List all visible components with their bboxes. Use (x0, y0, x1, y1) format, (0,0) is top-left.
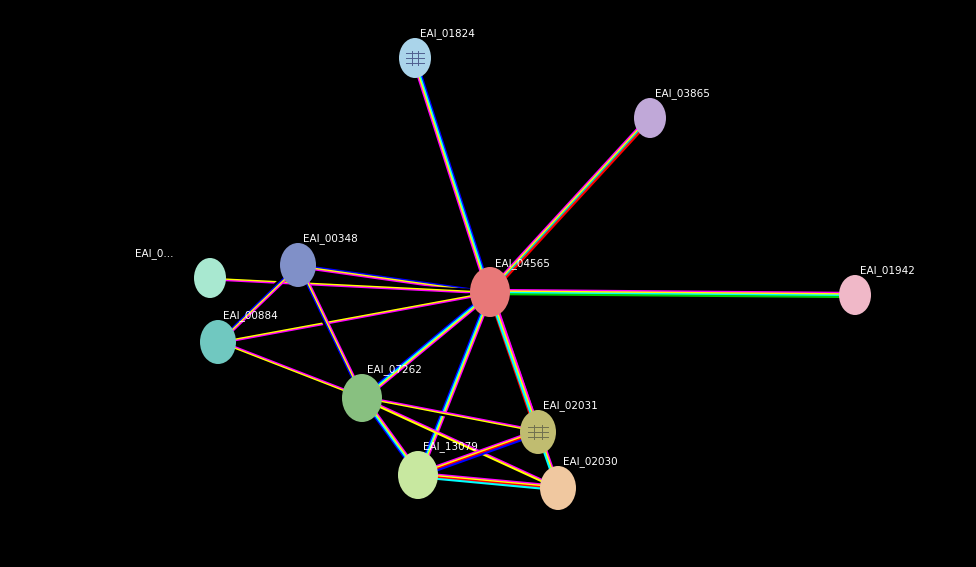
Text: EAI_01942: EAI_01942 (860, 265, 915, 277)
Ellipse shape (398, 451, 438, 499)
Text: EAI_04565: EAI_04565 (495, 259, 549, 269)
Text: EAI_03865: EAI_03865 (655, 88, 710, 99)
Ellipse shape (634, 98, 666, 138)
Ellipse shape (399, 38, 431, 78)
Text: EAI_02030: EAI_02030 (563, 456, 618, 467)
Ellipse shape (520, 410, 556, 454)
Ellipse shape (342, 374, 382, 422)
Text: EAI_01824: EAI_01824 (420, 28, 475, 40)
Ellipse shape (540, 466, 576, 510)
Ellipse shape (200, 320, 236, 364)
Ellipse shape (470, 267, 510, 317)
Text: EAI_00884: EAI_00884 (223, 311, 278, 321)
Ellipse shape (280, 243, 316, 287)
Text: EAI_00348: EAI_00348 (303, 234, 358, 244)
Text: EAI_02031: EAI_02031 (543, 400, 597, 412)
Ellipse shape (194, 258, 226, 298)
Ellipse shape (839, 275, 871, 315)
Text: EAI_07262: EAI_07262 (367, 365, 422, 375)
Text: EAI_13079: EAI_13079 (423, 442, 478, 452)
Text: EAI_0...: EAI_0... (135, 248, 174, 260)
